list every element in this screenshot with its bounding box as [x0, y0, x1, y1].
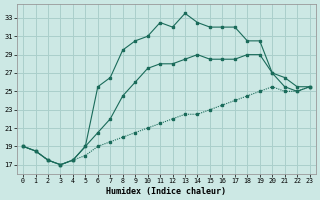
- X-axis label: Humidex (Indice chaleur): Humidex (Indice chaleur): [106, 187, 226, 196]
